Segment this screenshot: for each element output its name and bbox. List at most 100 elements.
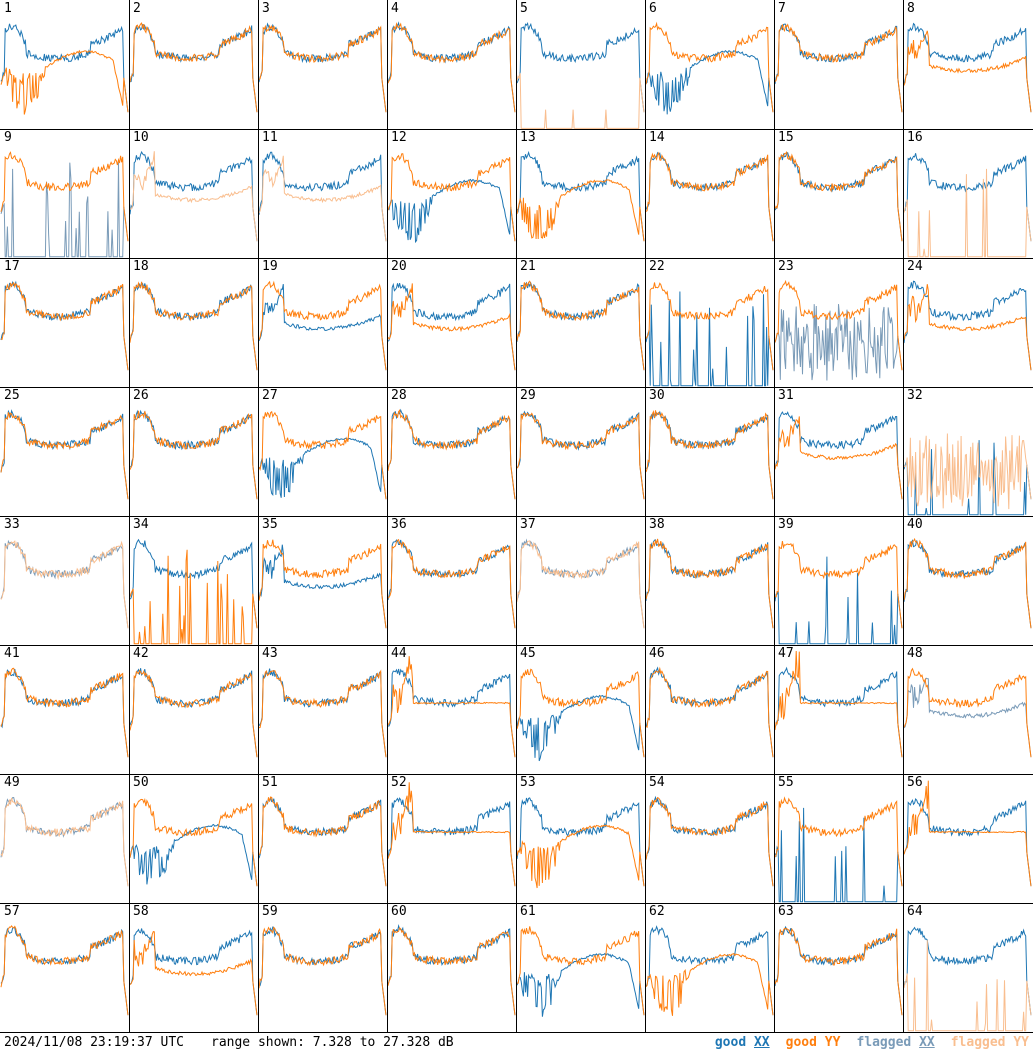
antenna-panel-64: 64 xyxy=(903,903,1032,1032)
antenna-panel-63: 63 xyxy=(774,903,903,1032)
series-yy-line xyxy=(903,537,1032,629)
series-yy-line xyxy=(516,73,645,129)
panel-plot-9 xyxy=(0,151,129,258)
antenna-panel-60: 60 xyxy=(387,903,516,1032)
series-xx-line xyxy=(516,538,645,629)
series-xx-line xyxy=(516,22,645,113)
antenna-panel-21: 21 xyxy=(516,258,645,387)
series-yy-line xyxy=(516,540,645,629)
series-yy-line xyxy=(387,656,516,758)
antenna-panel-43: 43 xyxy=(258,645,387,774)
series-yy-line xyxy=(0,412,129,500)
series-yy-line xyxy=(387,283,516,371)
series-xx-line xyxy=(903,926,1032,1016)
antenna-panel-1: 1 xyxy=(0,0,129,129)
legend: good XX good YY flagged XX flagged YY xyxy=(699,1033,1029,1053)
series-xx-line xyxy=(903,539,1032,629)
range-label: range shown: 7.328 to 27.328 dB xyxy=(211,1035,454,1050)
panel-plot-52 xyxy=(387,782,516,887)
antenna-panel-19: 19 xyxy=(258,258,387,387)
series-xx-line xyxy=(645,49,774,115)
timestamp-label: 2024/11/08 23:19:37 UTC xyxy=(4,1035,185,1050)
series-xx-line xyxy=(387,668,516,758)
series-xx-line xyxy=(516,952,645,1017)
antenna-panel-39: 39 xyxy=(774,516,903,645)
series-yy-line xyxy=(645,538,774,629)
legend-pol: XX xyxy=(753,1035,770,1050)
antenna-panel-58: 58 xyxy=(129,903,258,1032)
panel-plot-30 xyxy=(645,409,774,500)
series-yy-line xyxy=(903,30,1032,113)
series-xx-line xyxy=(129,668,258,758)
antenna-panel-35: 35 xyxy=(258,516,387,645)
panel-plot-10 xyxy=(129,150,258,242)
antenna-panel-27: 27 xyxy=(258,387,387,516)
series-yy-line xyxy=(516,412,645,500)
panel-plot-53 xyxy=(516,797,645,889)
antenna-panel-9: 9 xyxy=(0,129,129,258)
panel-plot-31 xyxy=(774,411,903,500)
antenna-panel-36: 36 xyxy=(387,516,516,645)
series-yy-line xyxy=(774,541,903,629)
antenna-panel-15: 15 xyxy=(774,129,903,258)
series-xx-line xyxy=(903,280,1032,371)
panel-plot-5 xyxy=(516,22,645,129)
panel-plot-27 xyxy=(258,410,387,500)
antenna-panel-54: 54 xyxy=(645,774,774,903)
legend-prefix: good xyxy=(785,1035,825,1050)
panel-plot-58 xyxy=(129,928,258,1016)
series-yy-line xyxy=(774,927,903,1016)
series-yy-line xyxy=(258,926,387,1016)
series-xx-line xyxy=(645,925,774,1016)
series-yy-line xyxy=(774,23,903,113)
panel-plot-46 xyxy=(645,666,774,758)
legend-item: good YY xyxy=(786,1035,841,1050)
panel-plot-11 xyxy=(258,151,387,242)
panel-plot-23 xyxy=(774,279,903,381)
antenna-panel-30: 30 xyxy=(645,387,774,516)
antenna-panel-44: 44 xyxy=(387,645,516,774)
antenna-panel-61: 61 xyxy=(516,903,645,1032)
series-yy-line xyxy=(129,797,258,887)
antenna-panel-48: 48 xyxy=(903,645,1032,774)
panel-plot-12 xyxy=(387,153,516,244)
series-xx-line xyxy=(129,823,258,887)
series-xx-line xyxy=(0,409,129,500)
series-xx-line xyxy=(903,153,1032,242)
antenna-panel-62: 62 xyxy=(645,903,774,1032)
panel-plot-45 xyxy=(516,668,645,762)
series-yy-line xyxy=(516,926,645,1016)
series-yy-line xyxy=(0,151,129,242)
panel-plot-44 xyxy=(387,656,516,758)
antenna-panel-18: 18 xyxy=(129,258,258,387)
series-yy-line xyxy=(258,669,387,758)
antenna-panel-47: 47 xyxy=(774,645,903,774)
antenna-panel-40: 40 xyxy=(903,516,1032,645)
panel-plot-60 xyxy=(387,923,516,1016)
series-xx-line xyxy=(774,411,903,500)
panel-plot-64 xyxy=(903,926,1032,1032)
panel-plot-6 xyxy=(645,21,774,115)
series-yy-line xyxy=(0,281,129,371)
antenna-panel-33: 33 xyxy=(0,516,129,645)
series-yy-line xyxy=(774,279,903,371)
panel-plot-42 xyxy=(129,668,258,758)
panel-plot-29 xyxy=(516,410,645,500)
panel-plot-59 xyxy=(258,926,387,1016)
series-yy-line xyxy=(774,416,903,500)
series-yy-line xyxy=(903,667,1032,758)
panel-plot-32 xyxy=(903,433,1032,516)
antenna-panel-5: 5 xyxy=(516,0,645,129)
panel-plot-18 xyxy=(129,281,258,371)
antenna-panel-2: 2 xyxy=(129,0,258,129)
antenna-panel-17: 17 xyxy=(0,258,129,387)
panel-plot-57 xyxy=(0,925,129,1016)
series-yy-line xyxy=(903,433,1032,510)
series-xx-line xyxy=(774,666,903,758)
series-xx-line xyxy=(0,539,129,629)
series-xx-line xyxy=(387,408,516,500)
series-xx-line xyxy=(258,668,387,758)
series-yy-line xyxy=(516,179,645,242)
panel-plot-20 xyxy=(387,282,516,371)
